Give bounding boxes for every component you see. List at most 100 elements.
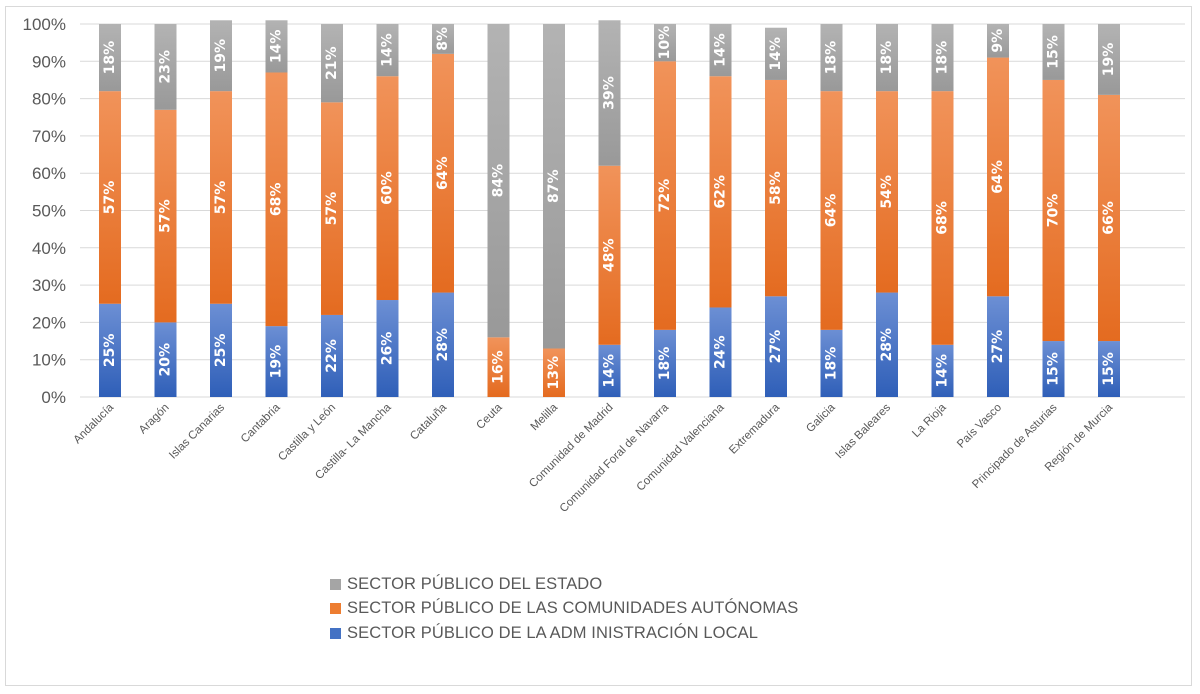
x-tick-label: Andalucía (71, 401, 116, 446)
data-label: 25% (102, 334, 118, 368)
x-tick-label: Cataluña (408, 401, 449, 442)
y-tick-label: 30% (32, 276, 66, 295)
x-tick-label: Islas Canarias (167, 401, 227, 461)
data-label: 13% (546, 356, 562, 390)
legend: SECTOR PÚBLICO DEL ESTADO SECTOR PÚBLICO… (330, 572, 798, 646)
bar-segment (265, 326, 288, 397)
bar-segment (1098, 24, 1120, 95)
data-label: 57% (102, 181, 118, 215)
bar-segment (210, 91, 232, 304)
legend-label: SECTOR PÚBLICO DEL ESTADO (347, 574, 603, 593)
bar-segment (376, 24, 399, 77)
bar-segment (99, 91, 121, 304)
bar-segment (321, 314, 343, 397)
y-tick-label: 10% (32, 351, 66, 370)
bar-segment (265, 72, 288, 327)
bar-segment (598, 344, 621, 397)
bar-segment (820, 91, 843, 330)
x-tick-label: La Rioja (910, 401, 949, 440)
bar-segment (820, 329, 843, 397)
bar-segment (765, 27, 787, 80)
legend-swatch (330, 578, 341, 590)
data-label: 68% (269, 183, 285, 217)
data-label: 64% (990, 160, 1006, 194)
x-tick-label: Comunidad Foral de Navarra (558, 401, 672, 515)
bar-segment (432, 24, 454, 54)
legend-label: SECTOR PÚBLICO DE LAS COMUNIDADES AUTÓNO… (347, 599, 799, 618)
data-label: 15% (1101, 352, 1117, 386)
x-tick-label: Cantabria (239, 401, 283, 445)
data-label: 18% (824, 41, 840, 75)
data-labels: 25% 57% 18% 20% 57% 23% 25% 57% 19% 19% 68% 14% 22% 5… (102, 26, 1117, 390)
x-tick-label: Ceuta (474, 401, 505, 432)
y-tick-label: 100% (23, 15, 66, 34)
data-label: 14% (602, 354, 618, 388)
data-label: 87% (546, 169, 562, 203)
data-label: 18% (935, 41, 951, 75)
data-label: 14% (380, 33, 396, 67)
bar-segment (154, 322, 177, 397)
legend-label: SECTOR PÚBLICO DE LA ADM INISTRACIÓN LOC… (347, 623, 758, 642)
bar-segment (432, 53, 454, 293)
x-tick-label: Melilla (529, 401, 561, 433)
bar-segment (709, 24, 732, 77)
data-label: 19% (213, 39, 229, 73)
bar-segment (709, 307, 732, 397)
bar-segment (376, 76, 399, 301)
bar-segment (876, 91, 898, 293)
data-label: 14% (935, 354, 951, 388)
bar-segment (987, 57, 1009, 297)
bar-segment (154, 109, 177, 323)
bar-segment (765, 296, 787, 397)
bar-segment (432, 292, 454, 397)
x-tick-label: Islas Baleares (834, 401, 894, 461)
data-label: 26% (380, 332, 396, 366)
data-label: 18% (824, 347, 840, 381)
x-tick-label: Galicia (804, 401, 838, 435)
bar-segment (876, 24, 898, 92)
bar-segment (321, 24, 343, 103)
bar-segment (876, 292, 898, 397)
legend-item-comunidades[interactable]: SECTOR PÚBLICO DE LAS COMUNIDADES AUTÓNO… (330, 597, 798, 622)
bar-segment (1042, 79, 1065, 342)
y-tick-label: 0% (41, 388, 66, 407)
data-label: 19% (1101, 43, 1117, 77)
bar-segment (709, 76, 732, 308)
y-tick-label: 90% (32, 52, 66, 71)
bar-segment (154, 24, 177, 110)
data-label: 66% (1101, 201, 1117, 235)
bar-segment (543, 24, 565, 349)
bar-segment (987, 24, 1009, 58)
data-label: 70% (1046, 194, 1062, 228)
data-label: 14% (768, 37, 784, 71)
data-label: 19% (269, 345, 285, 379)
y-tick-label: 80% (32, 90, 66, 109)
bar-segment (1042, 24, 1065, 80)
data-label: 16% (491, 350, 507, 384)
data-label: 60% (380, 171, 396, 205)
legend-item-local[interactable]: SECTOR PÚBLICO DE LA ADM INISTRACIÓN LOC… (330, 621, 798, 646)
bar-segment (931, 344, 954, 397)
legend-swatch (330, 603, 341, 615)
bar-segment (1042, 341, 1065, 397)
data-label: 18% (657, 347, 673, 381)
data-label: 68% (935, 201, 951, 235)
data-label: 15% (1046, 352, 1062, 386)
bar-segment (654, 329, 676, 397)
data-label: 28% (435, 328, 451, 362)
bar-segment (654, 24, 676, 62)
data-label: 15% (1046, 35, 1062, 69)
data-label: 18% (102, 41, 118, 75)
data-label: 27% (990, 330, 1006, 364)
legend-item-estado[interactable]: SECTOR PÚBLICO DEL ESTADO (330, 572, 798, 597)
bar-segment (765, 79, 787, 297)
data-label: 57% (324, 192, 340, 226)
data-label: 84% (491, 164, 507, 198)
x-tick-label: Castilla y León (276, 402, 338, 464)
bar-segment (931, 24, 954, 92)
data-label: 48% (602, 239, 618, 273)
y-tick-label: 50% (32, 202, 66, 221)
data-label: 28% (879, 328, 895, 362)
